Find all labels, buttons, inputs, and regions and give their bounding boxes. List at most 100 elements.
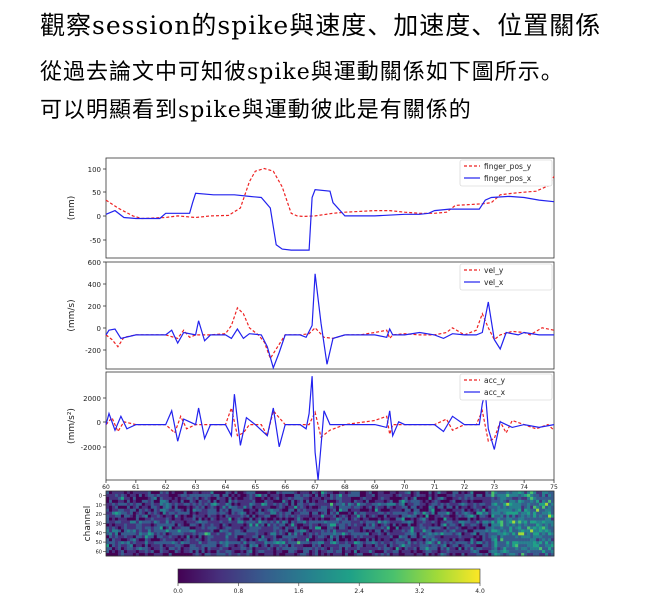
x-tick-label: 60 — [102, 484, 110, 491]
heatmap-cell — [240, 515, 243, 518]
heatmap-cell — [530, 550, 533, 553]
heatmap-cell — [115, 497, 118, 500]
heatmap-cell — [342, 494, 345, 497]
heatmap-cell — [109, 529, 112, 532]
heatmap-cell — [193, 506, 196, 509]
heatmap-cell — [130, 509, 133, 512]
heatmap-cell — [443, 503, 446, 506]
heatmap-cell — [464, 544, 467, 547]
heatmap-cell — [208, 491, 211, 494]
heatmap-cell — [261, 532, 264, 535]
heatmap-cell — [354, 541, 357, 544]
heatmap-cell — [545, 503, 548, 506]
colorbar-bar — [178, 569, 480, 583]
heatmap-cell — [297, 515, 300, 518]
heatmap-cell — [300, 500, 303, 503]
heatmap-cell — [539, 524, 542, 527]
heatmap-cell — [473, 529, 476, 532]
heatmap-cell — [172, 529, 175, 532]
x-tick-label: 67 — [311, 484, 319, 491]
legend-label: finger_pos_y — [484, 162, 532, 171]
heatmap-cell — [127, 494, 130, 497]
heatmap-cell — [166, 500, 169, 503]
heatmap-cell — [294, 509, 297, 512]
heatmap-cell — [435, 506, 438, 509]
heatmap-cell — [390, 550, 393, 553]
heatmap-cell — [357, 500, 360, 503]
heatmap-cell — [118, 529, 121, 532]
heatmap-cell — [202, 532, 205, 535]
heatmap-cell — [228, 532, 231, 535]
heatmap-cell — [211, 524, 214, 527]
heatmap-cell — [202, 526, 205, 529]
heatmap-cell — [142, 515, 145, 518]
heatmap-cell — [124, 532, 127, 535]
heatmap-cell — [548, 506, 551, 509]
heatmap-cell — [291, 512, 294, 515]
heatmap-cell — [363, 524, 366, 527]
heatmap-cell — [509, 541, 512, 544]
heatmap-cell — [482, 515, 485, 518]
heatmap-cell — [288, 494, 291, 497]
heatmap-cell — [231, 497, 234, 500]
heatmap-cell — [366, 521, 369, 524]
heatmap-cell — [500, 547, 503, 550]
heatmap-cell — [288, 550, 291, 553]
heatmap-cell — [539, 503, 542, 506]
heatmap-cell — [336, 512, 339, 515]
heatmap-cell — [199, 509, 202, 512]
heatmap-cell — [193, 529, 196, 532]
heatmap-cell — [211, 547, 214, 550]
heatmap-cell — [267, 526, 270, 529]
heatmap-cell — [390, 535, 393, 538]
heatmap-cell — [178, 500, 181, 503]
heatmap-cell — [303, 547, 306, 550]
heatmap-cell — [190, 512, 193, 515]
heatmap-cell — [127, 506, 130, 509]
heatmap-cell — [497, 547, 500, 550]
heatmap-cell — [458, 535, 461, 538]
heatmap-cell — [464, 521, 467, 524]
heatmap-cell — [217, 518, 220, 521]
heatmap-cell — [214, 518, 217, 521]
heatmap-cell — [240, 532, 243, 535]
heatmap-cell — [252, 500, 255, 503]
heatmap-cell — [327, 512, 330, 515]
heatmap-cell — [294, 532, 297, 535]
heatmap-cell — [336, 509, 339, 512]
heatmap-cell — [360, 544, 363, 547]
heatmap-cell — [202, 497, 205, 500]
heatmap-cell — [524, 541, 527, 544]
heatmap-cell — [306, 521, 309, 524]
heatmap-cell — [318, 512, 321, 515]
heatmap-cell — [205, 535, 208, 538]
heatmap-cell — [231, 532, 234, 535]
heatmap-cell — [438, 518, 441, 521]
heatmap-cell — [258, 541, 261, 544]
y-tick-label: 200 — [88, 303, 101, 311]
heatmap-cell — [145, 506, 148, 509]
heatmap-cell — [482, 524, 485, 527]
heatmap-cell — [240, 494, 243, 497]
heatmap-cell — [339, 500, 342, 503]
heatmap-cell — [378, 491, 381, 494]
heatmap-cell — [503, 506, 506, 509]
heatmap-cell — [527, 491, 530, 494]
heatmap-cell — [154, 538, 157, 541]
heatmap-cell — [518, 532, 521, 535]
heatmap-cell — [219, 512, 222, 515]
heatmap-cell — [387, 541, 390, 544]
heatmap-cell — [217, 506, 220, 509]
heatmap-cell — [345, 521, 348, 524]
heatmap-cell — [276, 532, 279, 535]
heatmap-cell — [133, 512, 136, 515]
heatmap-cell — [166, 497, 169, 500]
heatmap-cell — [351, 500, 354, 503]
heatmap-cell — [231, 500, 234, 503]
heatmap-cell — [542, 524, 545, 527]
heatmap-cell — [417, 547, 420, 550]
heatmap-cell — [464, 494, 467, 497]
heatmap-cell — [536, 541, 539, 544]
heatmap-cell — [312, 547, 315, 550]
heatmap-cell — [243, 526, 246, 529]
